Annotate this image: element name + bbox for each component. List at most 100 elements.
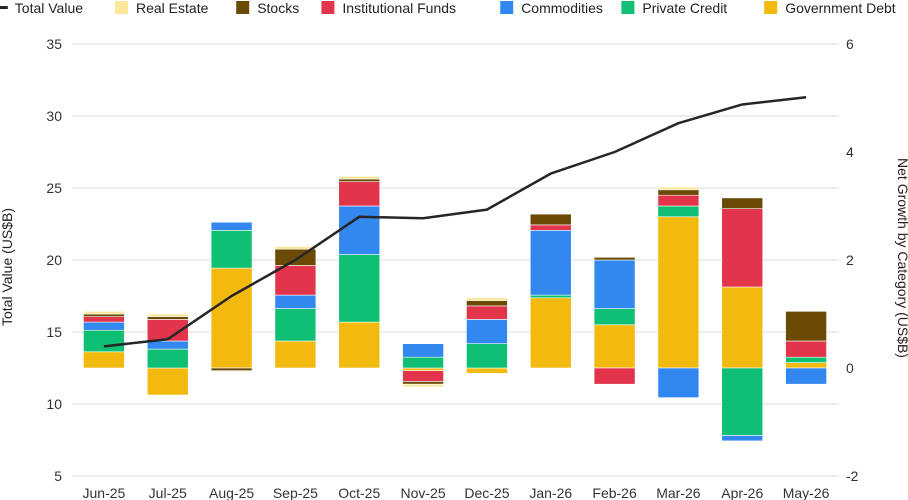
legend-label: Institutional Funds: [342, 0, 456, 16]
left-tick-label: 30: [46, 108, 62, 124]
bar-segment-stocks: [210, 367, 253, 371]
bar-segment-commodities: [466, 319, 508, 344]
bar-segment-real-estate: [657, 186, 700, 191]
bar-segment-government-debt: [83, 351, 125, 369]
bar-segment-commodities: [657, 367, 700, 399]
right-axis-ticks: -2 0 2 4 6: [846, 36, 859, 484]
bar-segment-stocks: [146, 316, 189, 320]
left-tick-label: 25: [46, 180, 62, 196]
bar-segment-stocks: [83, 313, 125, 317]
bar-segment-institutional-funds: [721, 208, 764, 288]
bar-segment-commodities: [274, 294, 317, 309]
gridlines: [72, 43, 838, 477]
bar-segment-commodities: [785, 367, 827, 385]
bar-segment-institutional-funds: [593, 367, 636, 385]
bar-segment-stocks: [466, 300, 508, 307]
bar-segment-institutional-funds: [83, 316, 125, 323]
bar-segment-government-debt: [338, 321, 381, 369]
bar-segment-stocks: [785, 310, 827, 342]
bar-segment-government-debt: [529, 297, 572, 369]
bar-segment-government-debt: [146, 367, 189, 396]
bar-segment-private-credit: [529, 294, 572, 299]
bar-segment-government-debt: [466, 367, 508, 374]
legend-swatch: [764, 1, 778, 14]
bar-segment-private-credit: [657, 205, 700, 218]
bar-segment-institutional-funds: [466, 305, 508, 320]
bar-segment-commodities: [529, 230, 572, 296]
legend-swatch: [621, 1, 635, 14]
bar-segment-private-credit: [210, 230, 253, 269]
bar-segment-real-estate: [466, 297, 508, 301]
bar-segment-government-debt: [593, 324, 636, 369]
bar-segment-stocks: [402, 381, 444, 385]
bar-segment-private-credit: [402, 356, 444, 369]
x-tick-label: Feb-26: [592, 485, 637, 500]
bar-segment-private-credit: [146, 348, 189, 369]
legend-item-stocks: Stocks: [236, 0, 299, 16]
x-tick-label: Dec-25: [464, 485, 509, 500]
legend-label: Stocks: [257, 0, 299, 16]
legend-item-real-estate: Real Estate: [115, 0, 209, 16]
total-value-series-line: [103, 96, 807, 348]
left-tick-label: 35: [46, 36, 62, 52]
legend-label: Total Value: [15, 0, 83, 16]
bar-segment-government-debt: [210, 267, 253, 369]
right-tick-label: 6: [846, 36, 854, 52]
legend-swatch: [115, 1, 128, 14]
bar-segment-real-estate: [338, 176, 381, 180]
bar-segment-government-debt: [721, 286, 764, 369]
right-tick-label: 0: [846, 360, 854, 376]
bar-segment-stocks: [657, 189, 700, 196]
left-axis-title: Total Value (US$B): [0, 208, 15, 326]
left-tick-label: 20: [46, 252, 62, 268]
bar-segment-real-estate: [274, 246, 317, 250]
legend-label: Government Debt: [785, 0, 896, 16]
x-tick-label: Jul-25: [149, 485, 187, 500]
x-tick-label: May-26: [783, 485, 830, 500]
bar-segment-private-credit: [721, 367, 764, 436]
x-tick-label: Jun-25: [83, 485, 126, 500]
legend-label: Private Credit: [642, 0, 727, 16]
bar-segment-commodities: [593, 259, 636, 309]
bar-segment-institutional-funds: [338, 181, 381, 207]
bar-segment-private-credit: [338, 254, 381, 323]
legend-swatch: [500, 1, 514, 14]
x-axis-ticks: Jun-25 Jul-25 Aug-25 Sep-25 Oct-25 Nov-25 Dec-…: [83, 485, 830, 500]
bar-segment-institutional-funds: [657, 194, 700, 207]
x-tick-label: Nov-25: [401, 485, 446, 500]
bar-segment-institutional-funds: [785, 340, 827, 358]
legend-swatch: [321, 1, 335, 14]
left-tick-label: 10: [46, 396, 62, 412]
right-axis-title: Net Growth by Category (US$B): [895, 158, 908, 358]
bar-segment-stocks: [593, 256, 636, 261]
left-tick-label: 5: [54, 468, 62, 484]
legend-item-commodities: Commodities: [500, 0, 603, 16]
bar-segment-stocks: [529, 213, 572, 226]
left-tick-label: 15: [46, 324, 62, 340]
bar-segment-real-estate: [402, 383, 444, 388]
legend-item-total-value: Total Value: [0, 0, 83, 16]
bar-segment-institutional-funds: [529, 224, 572, 231]
legend-swatch: [0, 6, 8, 9]
bar-segment-private-credit: [593, 308, 636, 326]
legend: Total Value Real Estate Stocks Institutiona…: [0, 0, 896, 16]
legend-item-institutional-funds: Institutional Funds: [321, 0, 456, 16]
x-tick-label: Sep-25: [273, 485, 318, 500]
bar-segment-commodities: [402, 343, 444, 358]
bar-segment-institutional-funds: [274, 265, 317, 296]
x-tick-label: Apr-26: [721, 485, 763, 500]
left-axis-ticks: 5 10 15 20 25 30 35: [46, 36, 62, 484]
bar-segment-commodities: [338, 205, 381, 255]
bar-segment-institutional-funds: [402, 370, 444, 382]
bar-segment-government-debt: [402, 367, 444, 371]
bar-segment-real-estate: [146, 313, 189, 317]
bar-segment-government-debt: [657, 216, 700, 369]
bars: [83, 176, 827, 442]
bar-segment-commodities: [83, 321, 125, 331]
right-tick-label: -2: [846, 468, 859, 484]
right-tick-label: 4: [846, 144, 854, 160]
legend-item-government-debt: Government Debt: [764, 0, 896, 16]
bar-segment-commodities: [146, 340, 189, 350]
x-tick-label: Oct-25: [338, 485, 380, 500]
